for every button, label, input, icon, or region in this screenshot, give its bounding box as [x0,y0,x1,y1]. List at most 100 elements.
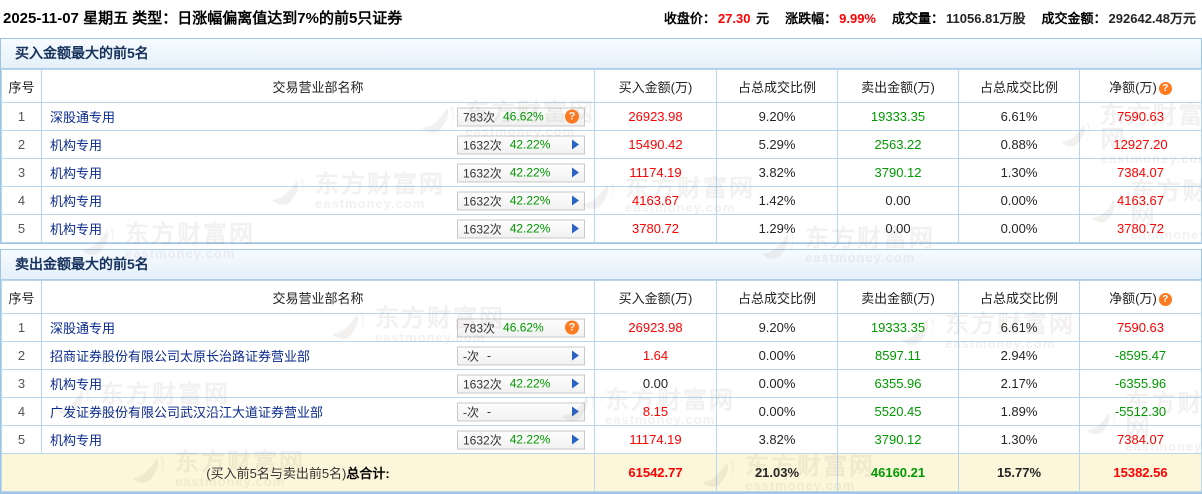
sell-top5-table: 序号 交易营业部名称 买入金额(万) 占总成交比例 卖出金额(万) 占总成交比例 净额(万)… [1,280,1202,492]
trade-count-badge[interactable]: 783次 46.62%? [457,318,585,337]
stat-item: 收盘价： 27.30 元 [664,11,769,26]
branch-name-cell: 机构专用 1632次 42.22% [41,369,595,398]
grand-total-label-cell: (买入前5名与卖出前5名)总合计: [1,453,595,492]
trade-count-badge[interactable]: 783次 46.62%? [457,107,585,126]
top-header-bar: 2025-11-07 星期五 类型：日涨幅偏离值达到7%的前5只证券 收盘价： 2… [0,0,1202,38]
column-header: 交易营业部名称 [41,69,595,103]
branch-name-link[interactable]: 机构专用 [50,166,103,181]
appearance-count: 783次 [463,321,496,335]
buy-section-title: 买入金额最大的前5名 [1,39,1201,69]
table-row: 3 机构专用 1632次 42.22% 0.00 0.00% 6355.96 2.17% -63… [1,369,1202,398]
value-cell: 1.64 [594,341,717,370]
column-header-row: 序号 交易营业部名称 买入金额(万) 占总成交比例 卖出金额(万) 占总成交比例 净额(万)… [1,280,1202,314]
sell-top5-section: 卖出金额最大的前5名 序号 交易营业部名称 买入金额(万) 占总成交比例 卖出金额(万)… [0,249,1202,494]
buy-table-header: 序号 交易营业部名称 买入金额(万) 占总成交比例 卖出金额(万) 占总成交比例 净额(万)… [1,69,1202,103]
branch-name-link[interactable]: 深股通专用 [50,321,116,336]
trade-count-badge[interactable]: 1632次 42.22% [457,163,585,182]
value-cell: 12927.20 [1079,130,1202,159]
value-cell: 0.00 [594,369,717,398]
branch-name-link[interactable]: 广发证券股份有限公司武汉沿江大道证券营业部 [50,405,324,420]
question-icon[interactable]: ? [565,320,579,335]
value-cell: 8597.11 [837,341,959,370]
win-rate: 42.22% [509,137,551,152]
type-value: 日涨幅偏离值达到7%的前5只证券 [177,9,403,27]
question-icon[interactable]: ? [1158,292,1172,306]
column-header: 占总成交比例 [716,280,838,314]
grand-total-value: 61542.77 [594,453,717,492]
stat-item: 成交量： 11056.81万股 [892,11,1026,26]
expand-arrow-icon[interactable] [572,139,579,150]
value-cell: 11174.19 [594,158,717,187]
trade-count-badge[interactable]: 1632次 42.22% [457,374,585,393]
trade-count-badge[interactable]: -次 - [457,402,585,421]
value-cell: 6355.96 [837,369,959,398]
value-cell: 5520.45 [837,397,959,426]
trade-count-badge[interactable]: 1632次 42.22% [457,430,585,449]
trade-count-badge[interactable]: 1632次 42.22% [457,191,585,210]
grand-total-value: 46160.21 [837,453,959,492]
column-header-label: 占总成交比例 [979,290,1058,306]
value-cell: 7590.63 [1079,102,1202,131]
expand-arrow-icon[interactable] [572,378,579,389]
row-index: 5 [1,425,42,454]
value-cell: 4163.67 [594,186,717,215]
buy-top5-section: 买入金额最大的前5名 序号 交易营业部名称 买入金额(万) 占总成交比例 卖出金额(万)… [0,38,1202,244]
value-cell: 7590.63 [1079,313,1202,342]
value-cell: 19333.35 [837,102,959,131]
value-cell: 7384.07 [1079,158,1202,187]
table-row: 1 深股通专用 783次 46.62%? 26923.98 9.20% 19333.35 6.… [1,102,1202,131]
row-index: 1 [1,313,42,342]
branch-name-link[interactable]: 机构专用 [50,138,103,153]
expand-arrow-icon[interactable] [572,167,579,178]
table-row: 2 招商证券股份有限公司太原长治路证券营业部 -次 - 1.64 0.00% 8597.11… [1,341,1202,370]
column-header: 买入金额(万) [594,69,717,103]
branch-name-link[interactable]: 深股通专用 [50,110,116,125]
expand-arrow-icon[interactable] [572,406,579,417]
value-cell: 8.15 [594,397,717,426]
column-header: 卖出金额(万) [837,69,959,103]
value-cell: 3.82% [716,425,838,454]
trade-count-badge[interactable]: -次 - [457,346,585,365]
win-rate: 42.22% [509,193,551,208]
expand-arrow-icon[interactable] [572,195,579,206]
stat-item: 成交金额： 292642.48万元 [1042,11,1196,26]
question-icon[interactable]: ? [565,109,579,124]
win-rate: 42.22% [509,221,551,236]
value-cell: 3790.12 [837,425,959,454]
stat-label: 成交量： [892,10,945,26]
value-cell: 0.00% [716,341,838,370]
table-row: 1 深股通专用 783次 46.62%? 26923.98 9.20% 19333.35 6.… [1,313,1202,342]
branch-name-link[interactable]: 机构专用 [50,194,103,209]
expand-arrow-icon[interactable] [572,223,579,234]
stat-suffix: 元 [752,10,770,26]
column-header: 占总成交比例 [958,280,1080,314]
trade-count-badge[interactable]: 1632次 42.22% [457,135,585,154]
row-index: 4 [1,186,42,215]
question-icon[interactable]: ? [1158,81,1172,95]
column-header-label: 卖出金额(万) [861,290,935,306]
branch-name-link[interactable]: 机构专用 [50,433,103,448]
win-rate: - [487,404,491,419]
value-cell: 1.30% [958,425,1080,454]
column-header-label: 占总成交比例 [979,79,1058,95]
expand-arrow-icon[interactable] [572,434,579,445]
column-header-label: 买入金额(万) [618,79,693,95]
table-row: 4 机构专用 1632次 42.22% 4163.67 1.42% 0.00 0.00% 416… [1,186,1202,215]
expand-arrow-icon[interactable] [572,350,579,361]
stat-label: 成交金额： [1041,10,1107,26]
row-index: 1 [1,102,42,131]
column-header: 卖出金额(万) [837,280,959,314]
value-cell: 3.82% [716,158,838,187]
trade-count-badge[interactable]: 1632次 42.22% [457,219,585,238]
page-title: 2025-11-07 星期五 类型：日涨幅偏离值达到7%的前5只证券 [3,7,402,28]
stat-item: 涨跌幅： 9.99% [785,11,876,26]
branch-name-link[interactable]: 招商证券股份有限公司太原长治路证券营业部 [50,349,311,364]
column-header: 买入金额(万) [594,280,717,314]
value-cell: 6.61% [958,313,1080,342]
branch-name-link[interactable]: 机构专用 [50,377,103,392]
table-row: 3 机构专用 1632次 42.22% 11174.19 3.82% 3790.12 1.30… [1,158,1202,187]
branch-name-cell: 机构专用 1632次 42.22% [41,186,595,215]
branch-name-link[interactable]: 机构专用 [50,222,103,237]
row-index: 4 [1,397,42,426]
row-index: 3 [1,369,42,398]
